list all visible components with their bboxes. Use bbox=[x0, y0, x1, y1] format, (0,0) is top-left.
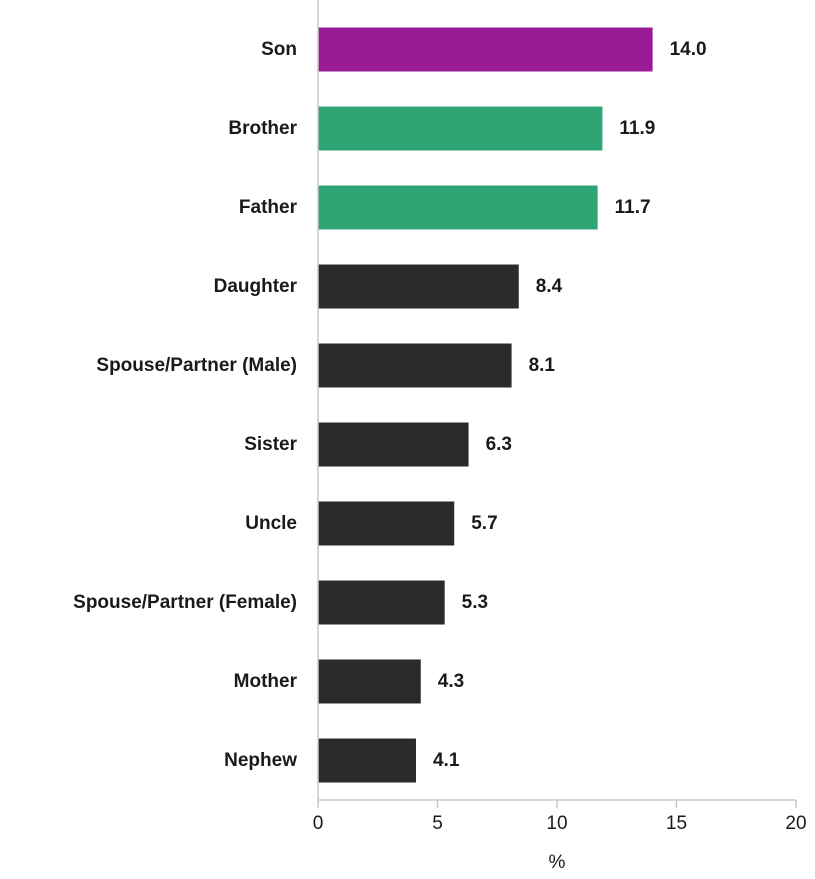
x-axis-title: % bbox=[549, 852, 566, 873]
x-tick-label: 10 bbox=[546, 813, 567, 834]
bar-1 bbox=[318, 106, 603, 151]
value-label: 4.1 bbox=[433, 750, 460, 771]
value-label: 8.1 bbox=[529, 355, 556, 376]
bars-layer bbox=[318, 27, 653, 783]
category-label: Spouse/Partner (Male) bbox=[96, 355, 297, 376]
value-label: 5.3 bbox=[462, 592, 488, 613]
x-tick-label: 0 bbox=[313, 813, 324, 834]
bar-4 bbox=[318, 343, 512, 388]
value-labels: 14.0 11.9 11.7 8.4 8.1 6.3 5.7 5.3 4.3 4.1 bbox=[433, 39, 707, 771]
x-tick-label: 20 bbox=[785, 813, 806, 834]
x-tick-label: 5 bbox=[432, 813, 443, 834]
value-label: 5.7 bbox=[471, 513, 497, 534]
category-label: Daughter bbox=[214, 276, 298, 297]
category-labels: Son Brother Father Daughter Spouse/Partner (… bbox=[73, 39, 297, 771]
bar-2 bbox=[318, 185, 598, 230]
x-tick-label: 15 bbox=[666, 813, 687, 834]
category-label: Nephew bbox=[224, 750, 297, 771]
value-label: 6.3 bbox=[486, 434, 512, 455]
category-label: Son bbox=[261, 39, 297, 60]
bar-9 bbox=[318, 738, 416, 783]
bar-7 bbox=[318, 580, 445, 625]
category-label: Uncle bbox=[245, 513, 297, 534]
category-label: Mother bbox=[234, 671, 298, 692]
bar-3 bbox=[318, 264, 519, 309]
bar-0 bbox=[318, 27, 653, 72]
bar-8 bbox=[318, 659, 421, 704]
value-label: 14.0 bbox=[670, 39, 707, 60]
value-label: 4.3 bbox=[438, 671, 464, 692]
bar-6 bbox=[318, 501, 455, 546]
category-label: Brother bbox=[228, 118, 297, 139]
bar-5 bbox=[318, 422, 469, 467]
value-label: 11.9 bbox=[619, 118, 655, 139]
value-label: 11.7 bbox=[615, 197, 651, 218]
x-axis-ticks: 0 5 10 15 20 bbox=[313, 800, 807, 834]
value-label: 8.4 bbox=[536, 276, 563, 297]
category-label: Sister bbox=[244, 434, 297, 455]
category-label: Father bbox=[239, 197, 298, 218]
category-label: Spouse/Partner (Female) bbox=[73, 592, 297, 613]
